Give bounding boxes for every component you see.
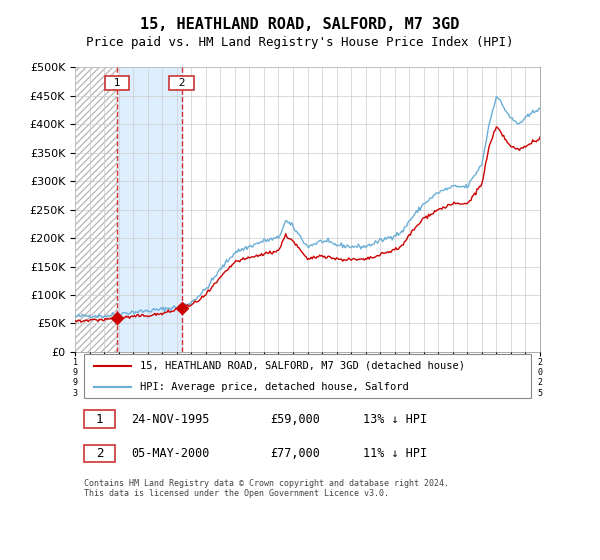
Bar [75, 67, 117, 352]
Text: 15, HEATHLAND ROAD, SALFORD, M7 3GD: 15, HEATHLAND ROAD, SALFORD, M7 3GD [140, 17, 460, 32]
Text: Contains HM Land Registry data © Crown copyright and database right 2024.
This d: Contains HM Land Registry data © Crown c… [84, 479, 449, 498]
Text: 13% ↓ HPI: 13% ↓ HPI [364, 413, 427, 426]
Text: 2: 2 [172, 78, 192, 88]
FancyBboxPatch shape [84, 445, 115, 462]
Text: £59,000: £59,000 [270, 413, 320, 426]
Text: 24-NOV-1995: 24-NOV-1995 [131, 413, 209, 426]
Text: 1: 1 [96, 413, 103, 426]
FancyBboxPatch shape [84, 410, 115, 428]
Text: 11% ↓ HPI: 11% ↓ HPI [364, 447, 427, 460]
Bar [75, 67, 117, 352]
Text: 05-MAY-2000: 05-MAY-2000 [131, 447, 209, 460]
Bar [117, 67, 182, 352]
Text: Price paid vs. HM Land Registry's House Price Index (HPI): Price paid vs. HM Land Registry's House … [86, 36, 514, 49]
Text: 1: 1 [107, 78, 127, 88]
Text: £77,000: £77,000 [270, 447, 320, 460]
Text: 2: 2 [96, 447, 103, 460]
Text: 15, HEATHLAND ROAD, SALFORD, M7 3GD (detached house): 15, HEATHLAND ROAD, SALFORD, M7 3GD (det… [140, 361, 465, 371]
Text: HPI: Average price, detached house, Salford: HPI: Average price, detached house, Salf… [140, 382, 409, 392]
FancyBboxPatch shape [84, 354, 531, 398]
